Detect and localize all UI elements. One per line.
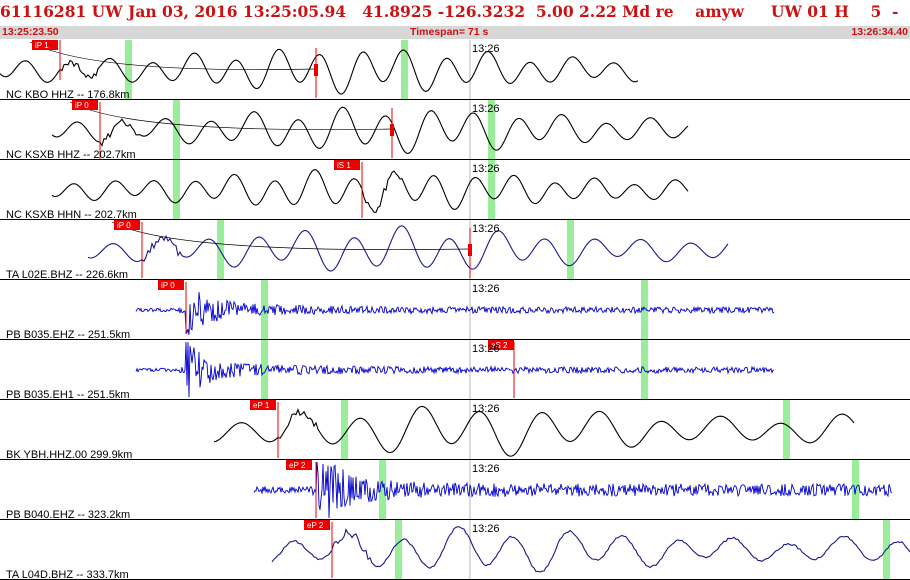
phase-marker-green [261, 340, 268, 400]
channel-label: TA L04D.BHZ -- 333.7km [6, 569, 129, 580]
minute-label: 13:26 [472, 403, 500, 415]
minute-label: 13:26 [472, 163, 500, 175]
seismic-trace[interactable] [87, 225, 729, 272]
channel-label: NC KBO HHZ -- 176.8km [6, 89, 129, 101]
phase-marker-green [401, 40, 408, 100]
pick-flag[interactable] [286, 460, 312, 470]
phase-marker-green [125, 40, 132, 100]
seismic-trace[interactable] [135, 341, 775, 398]
phase-marker-green [567, 220, 574, 280]
coda-end-marker-box [314, 64, 318, 76]
coda-end-marker-box [390, 124, 394, 136]
pick-flag[interactable] [32, 40, 58, 50]
coda-decay-curve [69, 101, 393, 131]
seismic-trace[interactable] [51, 169, 689, 213]
pick-flag[interactable] [334, 160, 360, 170]
pick-flag[interactable] [158, 280, 184, 290]
phase-marker-green [395, 520, 402, 580]
minute-label: 13:26 [472, 523, 500, 535]
seismic-trace[interactable] [51, 106, 689, 155]
pick-flag[interactable] [304, 520, 330, 530]
pick-flag-label: eP 2 [307, 521, 324, 530]
pick-flag[interactable] [72, 100, 98, 110]
coda-end-marker-box [468, 244, 472, 256]
channel-label: BK YBH.HHZ.00 299.9km [6, 449, 132, 461]
seismic-trace[interactable] [213, 405, 855, 457]
start-time-label: 13:25:23.50 [2, 26, 59, 38]
time-range-bar: 13:25:23.50 Timespan= 71 s 13:26:34.40 [0, 26, 910, 39]
pick-flag[interactable] [114, 220, 140, 230]
phase-marker-green [341, 400, 348, 460]
event-header: 61116281 UW Jan 03, 2016 13:25:05.94 41.… [0, 0, 910, 40]
channel-label: PB B040.EHZ -- 323.2km [6, 509, 130, 521]
pick-flag-label: iS 1 [337, 161, 351, 170]
minute-label: 13:26 [472, 223, 500, 235]
timespan-label: Timespan= 71 s [410, 26, 489, 38]
pick-flag-label: iP 0 [161, 281, 175, 290]
channel-label: PB B035.EHZ -- 251.5km [6, 329, 130, 341]
phase-marker-green [641, 280, 648, 340]
minute-label: 13:26 [472, 43, 500, 55]
phase-marker-green [379, 460, 386, 520]
pick-flag-label: iP 0 [117, 221, 131, 230]
phase-marker-green [783, 400, 790, 460]
seismic-trace[interactable] [271, 526, 910, 573]
pick-flag-label: eS 2 [491, 341, 508, 350]
phase-marker-green [173, 160, 180, 220]
channel-label: NC KSXB HHZ -- 202.7km [6, 149, 136, 161]
end-time-label: 13:26:34.40 [851, 26, 908, 38]
channel-label: TA L02E.BHZ -- 226.6km [6, 269, 128, 281]
pick-flag-label: eP 1 [253, 401, 270, 410]
pick-flag-label: iP 0 [75, 101, 89, 110]
event-info-title: 61116281 UW Jan 03, 2016 13:25:05.94 41.… [0, 2, 910, 21]
minute-label: 13:26 [472, 283, 500, 295]
seismic-trace[interactable] [253, 461, 893, 519]
phase-marker-green [488, 100, 495, 160]
minute-label: 13:26 [472, 103, 500, 115]
pick-flag[interactable] [250, 400, 276, 410]
channel-label: PB B035.EH1 -- 251.5km [6, 389, 130, 401]
phase-marker-green [883, 520, 890, 580]
channel-label: NC KSXB HHN -- 202.7km [6, 209, 137, 221]
pick-flag-label: iP 1 [35, 41, 49, 50]
pick-flag-label: eP 2 [289, 461, 306, 470]
phase-marker-green [488, 160, 495, 220]
seismic-trace[interactable] [0, 48, 639, 95]
pick-flag[interactable] [488, 340, 514, 350]
minute-label: 13:26 [472, 463, 500, 475]
seismic-trace[interactable] [135, 292, 775, 335]
minute-label: 13:26 [472, 343, 500, 355]
